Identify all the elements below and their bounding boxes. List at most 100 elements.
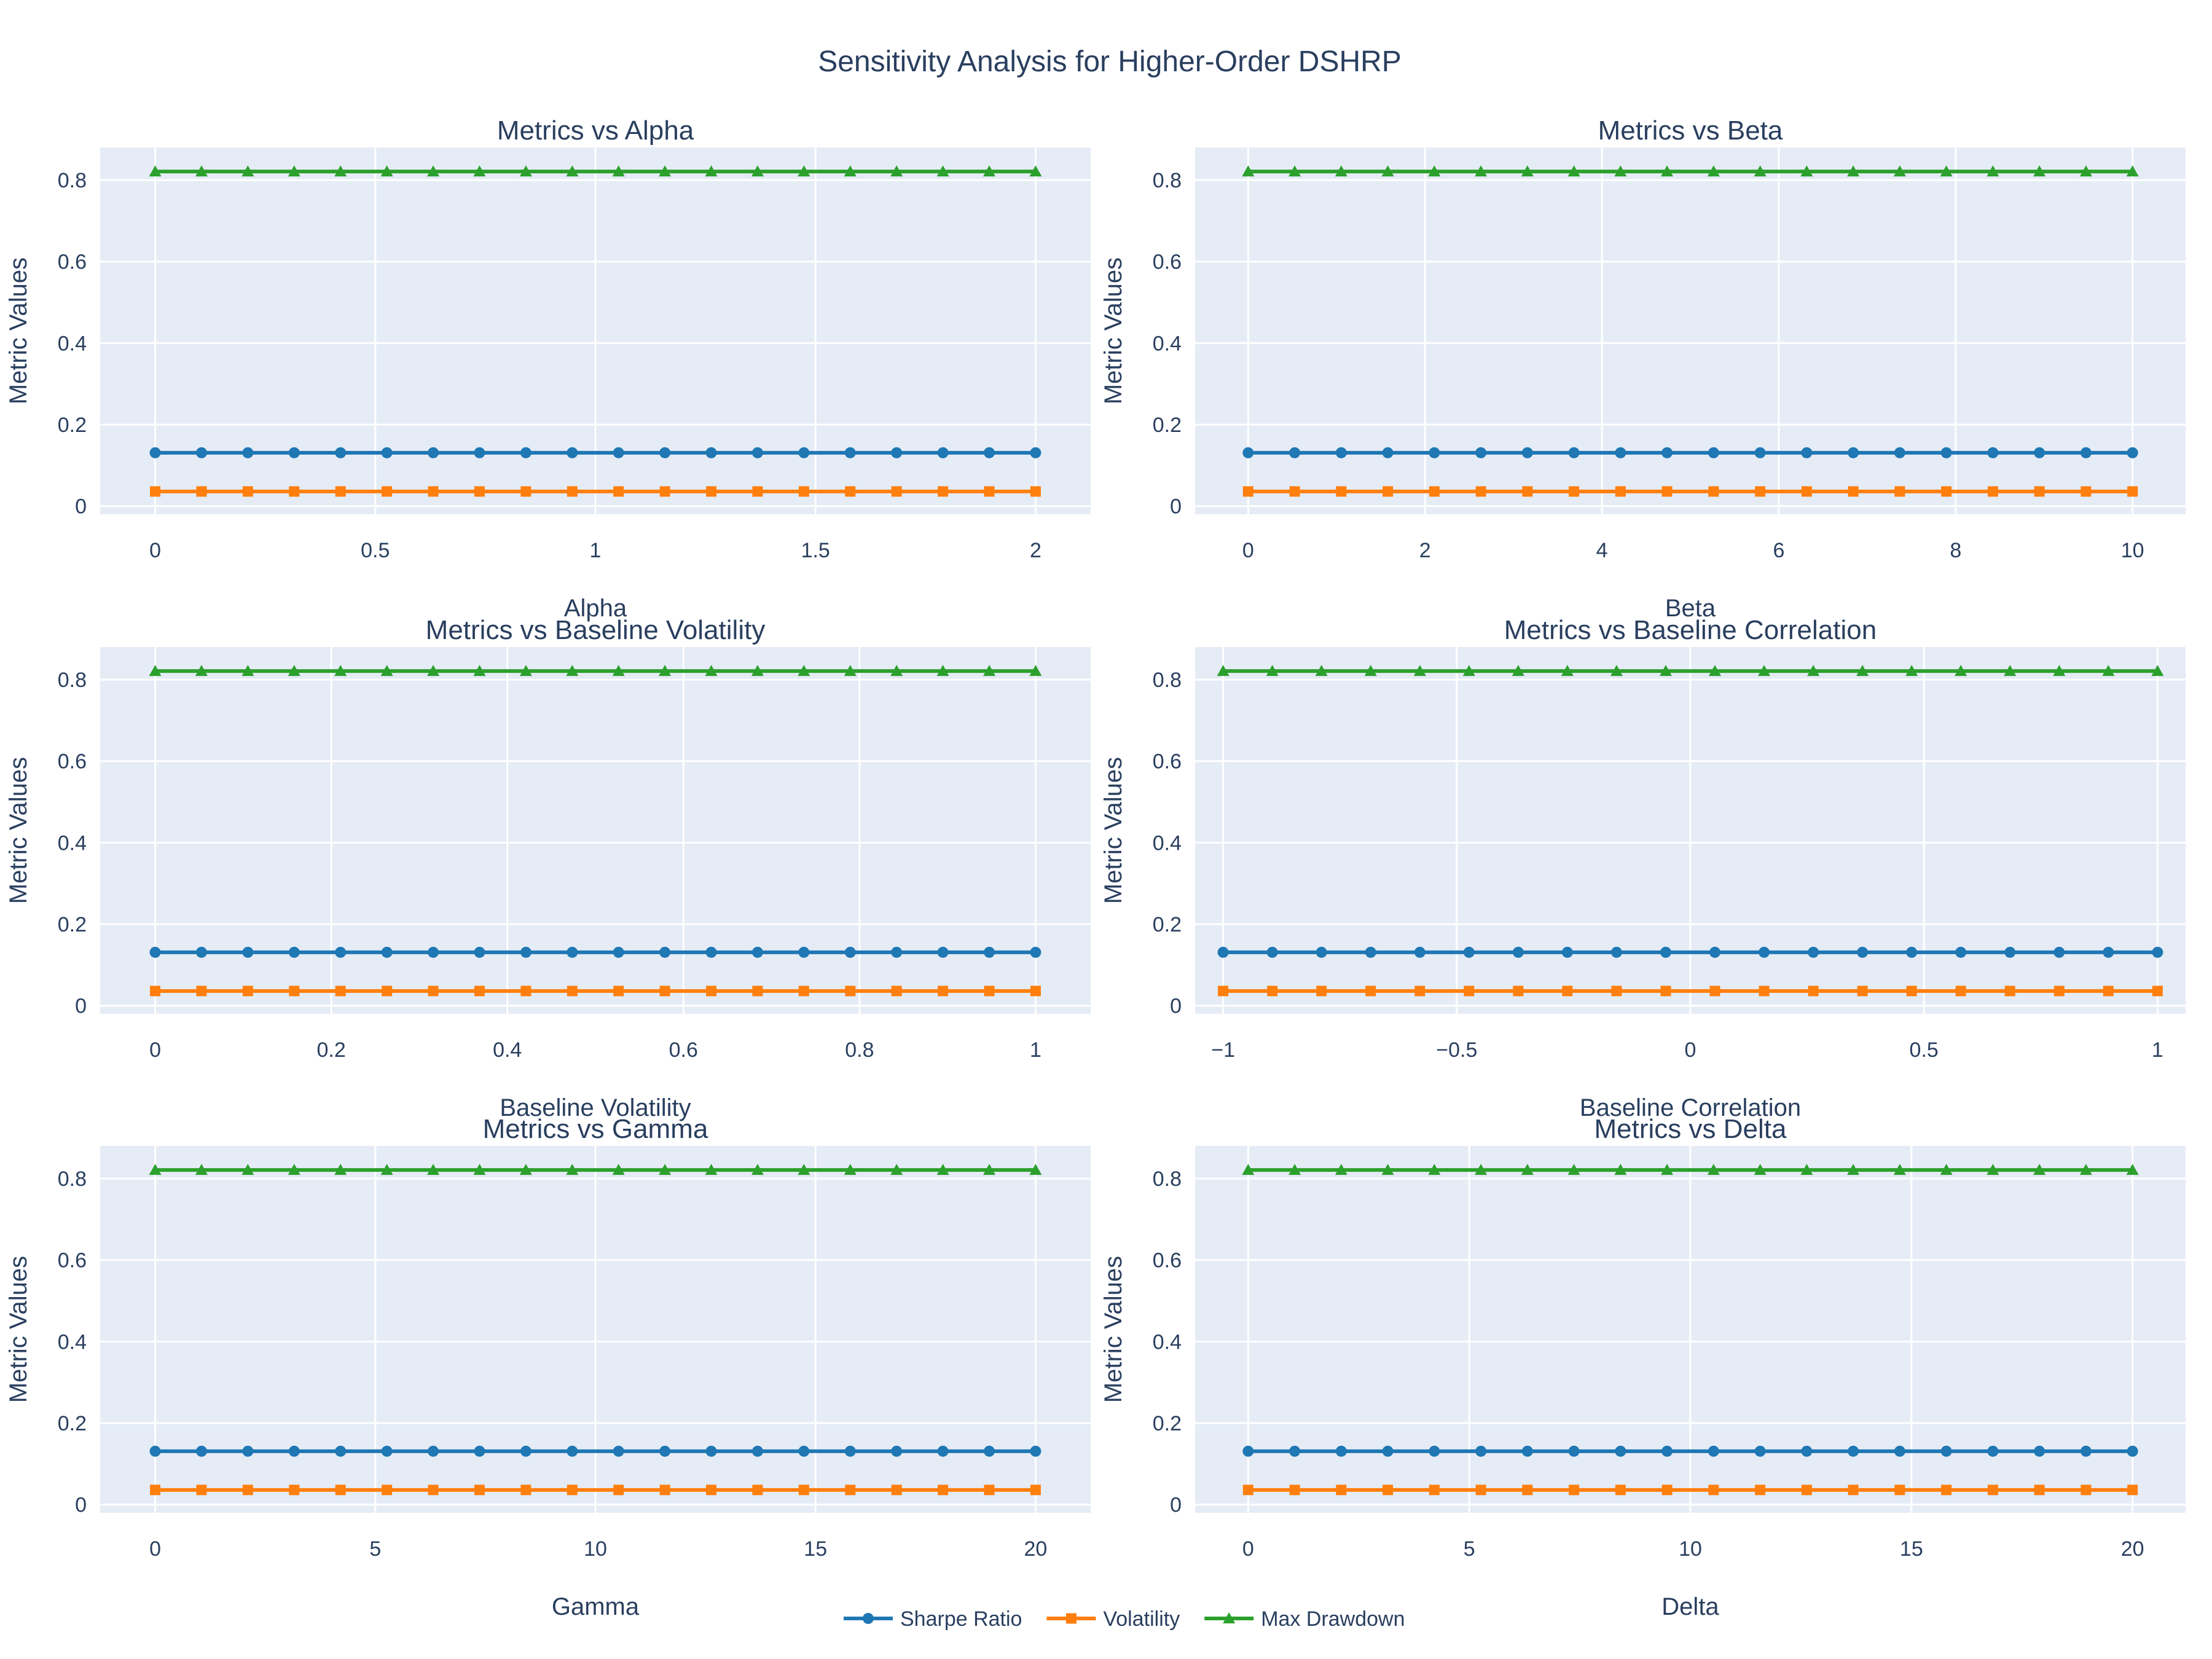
- data-point: [1754, 1164, 1767, 1175]
- data-point: [288, 165, 300, 177]
- data-point: [1709, 986, 1720, 997]
- data-point: [844, 1164, 857, 1175]
- data-point: [2102, 665, 2115, 677]
- data-point: [891, 1445, 903, 1457]
- data-point: [1316, 986, 1327, 997]
- data-point: [195, 665, 208, 677]
- data-point: [335, 986, 346, 997]
- data-point: [1316, 946, 1327, 958]
- x-tick-label: −0.5: [1436, 1038, 1477, 1062]
- data-point: [1315, 665, 1328, 677]
- series-volatility: [150, 1484, 1041, 1496]
- y-tick-label: 0: [1170, 495, 1182, 519]
- data-point: [195, 165, 208, 177]
- data-point: [1708, 665, 1721, 677]
- data-point: [1429, 1484, 1440, 1496]
- data-point: [1217, 665, 1230, 677]
- data-point: [2034, 1445, 2045, 1457]
- data-point: [566, 665, 579, 677]
- series-max-drawdown: [1242, 1164, 2139, 1175]
- legend-swatch-marker: [1065, 1613, 1077, 1624]
- x-tick-label: 10: [1679, 1537, 1702, 1561]
- data-point: [1661, 486, 1673, 497]
- data-point: [705, 447, 717, 458]
- series-max-drawdown: [149, 665, 1042, 677]
- data-point: [2034, 447, 2045, 458]
- data-point: [242, 1484, 253, 1496]
- data-point: [659, 1484, 670, 1496]
- data-point: [1029, 1164, 1042, 1175]
- x-tick-label: 20: [1024, 1537, 1048, 1561]
- figure-title: Sensitivity Analysis for Higher-Order DS…: [818, 45, 1402, 78]
- data-point: [428, 946, 439, 958]
- data-point: [380, 1164, 393, 1175]
- legend-item-volatility[interactable]: Volatility: [1046, 1607, 1180, 1631]
- legend-item-sharpe-ratio[interactable]: Sharpe Ratio: [844, 1607, 1022, 1631]
- data-point: [196, 486, 207, 497]
- data-point: [242, 1445, 254, 1457]
- x-axis-label: Alpha: [564, 595, 627, 622]
- data-point: [427, 1164, 440, 1175]
- data-point: [984, 946, 995, 958]
- x-tick-label: 0: [1242, 1537, 1254, 1561]
- data-point: [1708, 447, 1719, 458]
- x-tick-label: 0.2: [317, 1038, 346, 1062]
- data-point: [798, 1164, 810, 1175]
- data-point: [613, 447, 624, 458]
- data-point: [798, 486, 809, 497]
- data-point: [844, 165, 857, 177]
- data-point: [520, 986, 531, 997]
- data-point: [1413, 665, 1426, 677]
- data-point: [1905, 665, 1918, 677]
- data-point: [659, 986, 670, 997]
- data-point: [474, 986, 485, 997]
- data-point: [382, 1484, 393, 1496]
- y-tick-label: 0.6: [58, 251, 87, 274]
- data-point: [1660, 946, 1672, 958]
- data-point: [2081, 486, 2092, 497]
- legend-item-max-drawdown[interactable]: Max Drawdown: [1204, 1607, 1405, 1631]
- x-tick-label: 1: [2152, 1038, 2163, 1062]
- data-point: [150, 1484, 161, 1496]
- data-point: [612, 1164, 625, 1175]
- data-point: [195, 1164, 208, 1175]
- data-point: [659, 447, 671, 458]
- data-point: [567, 447, 578, 458]
- data-point: [1707, 165, 1720, 177]
- data-point: [2004, 986, 2015, 997]
- data-point: [1708, 1445, 1719, 1457]
- data-point: [474, 946, 485, 958]
- data-point: [1382, 486, 1394, 497]
- series-sharpe-ratio: [1242, 447, 2138, 458]
- data-point: [382, 486, 393, 497]
- data-point: [1801, 486, 1812, 497]
- data-point: [567, 1484, 578, 1496]
- data-point: [798, 946, 810, 958]
- data-point: [1289, 447, 1301, 458]
- data-point: [798, 986, 809, 997]
- data-point: [845, 986, 856, 997]
- data-point: [288, 946, 300, 958]
- data-point: [1335, 165, 1347, 177]
- data-point: [1428, 165, 1441, 177]
- x-tick-label: 15: [1900, 1537, 1923, 1561]
- data-point: [427, 665, 440, 677]
- series-max-drawdown: [149, 165, 1042, 177]
- data-point: [1429, 447, 1440, 458]
- data-point: [1242, 1164, 1255, 1175]
- data-point: [1847, 165, 1860, 177]
- data-point: [380, 665, 393, 677]
- data-point: [473, 165, 486, 177]
- data-point: [519, 665, 532, 677]
- data-point: [706, 1484, 717, 1496]
- data-point: [567, 486, 578, 497]
- data-point: [1755, 486, 1766, 497]
- subplot-title: Metrics vs Delta: [1594, 1114, 1787, 1144]
- data-point: [2152, 986, 2163, 997]
- data-point: [2103, 986, 2114, 997]
- data-point: [2127, 447, 2138, 458]
- data-point: [1893, 1164, 1906, 1175]
- x-tick-label: 8: [1950, 539, 1961, 562]
- data-point: [2079, 165, 2092, 177]
- data-point: [1848, 1445, 1859, 1457]
